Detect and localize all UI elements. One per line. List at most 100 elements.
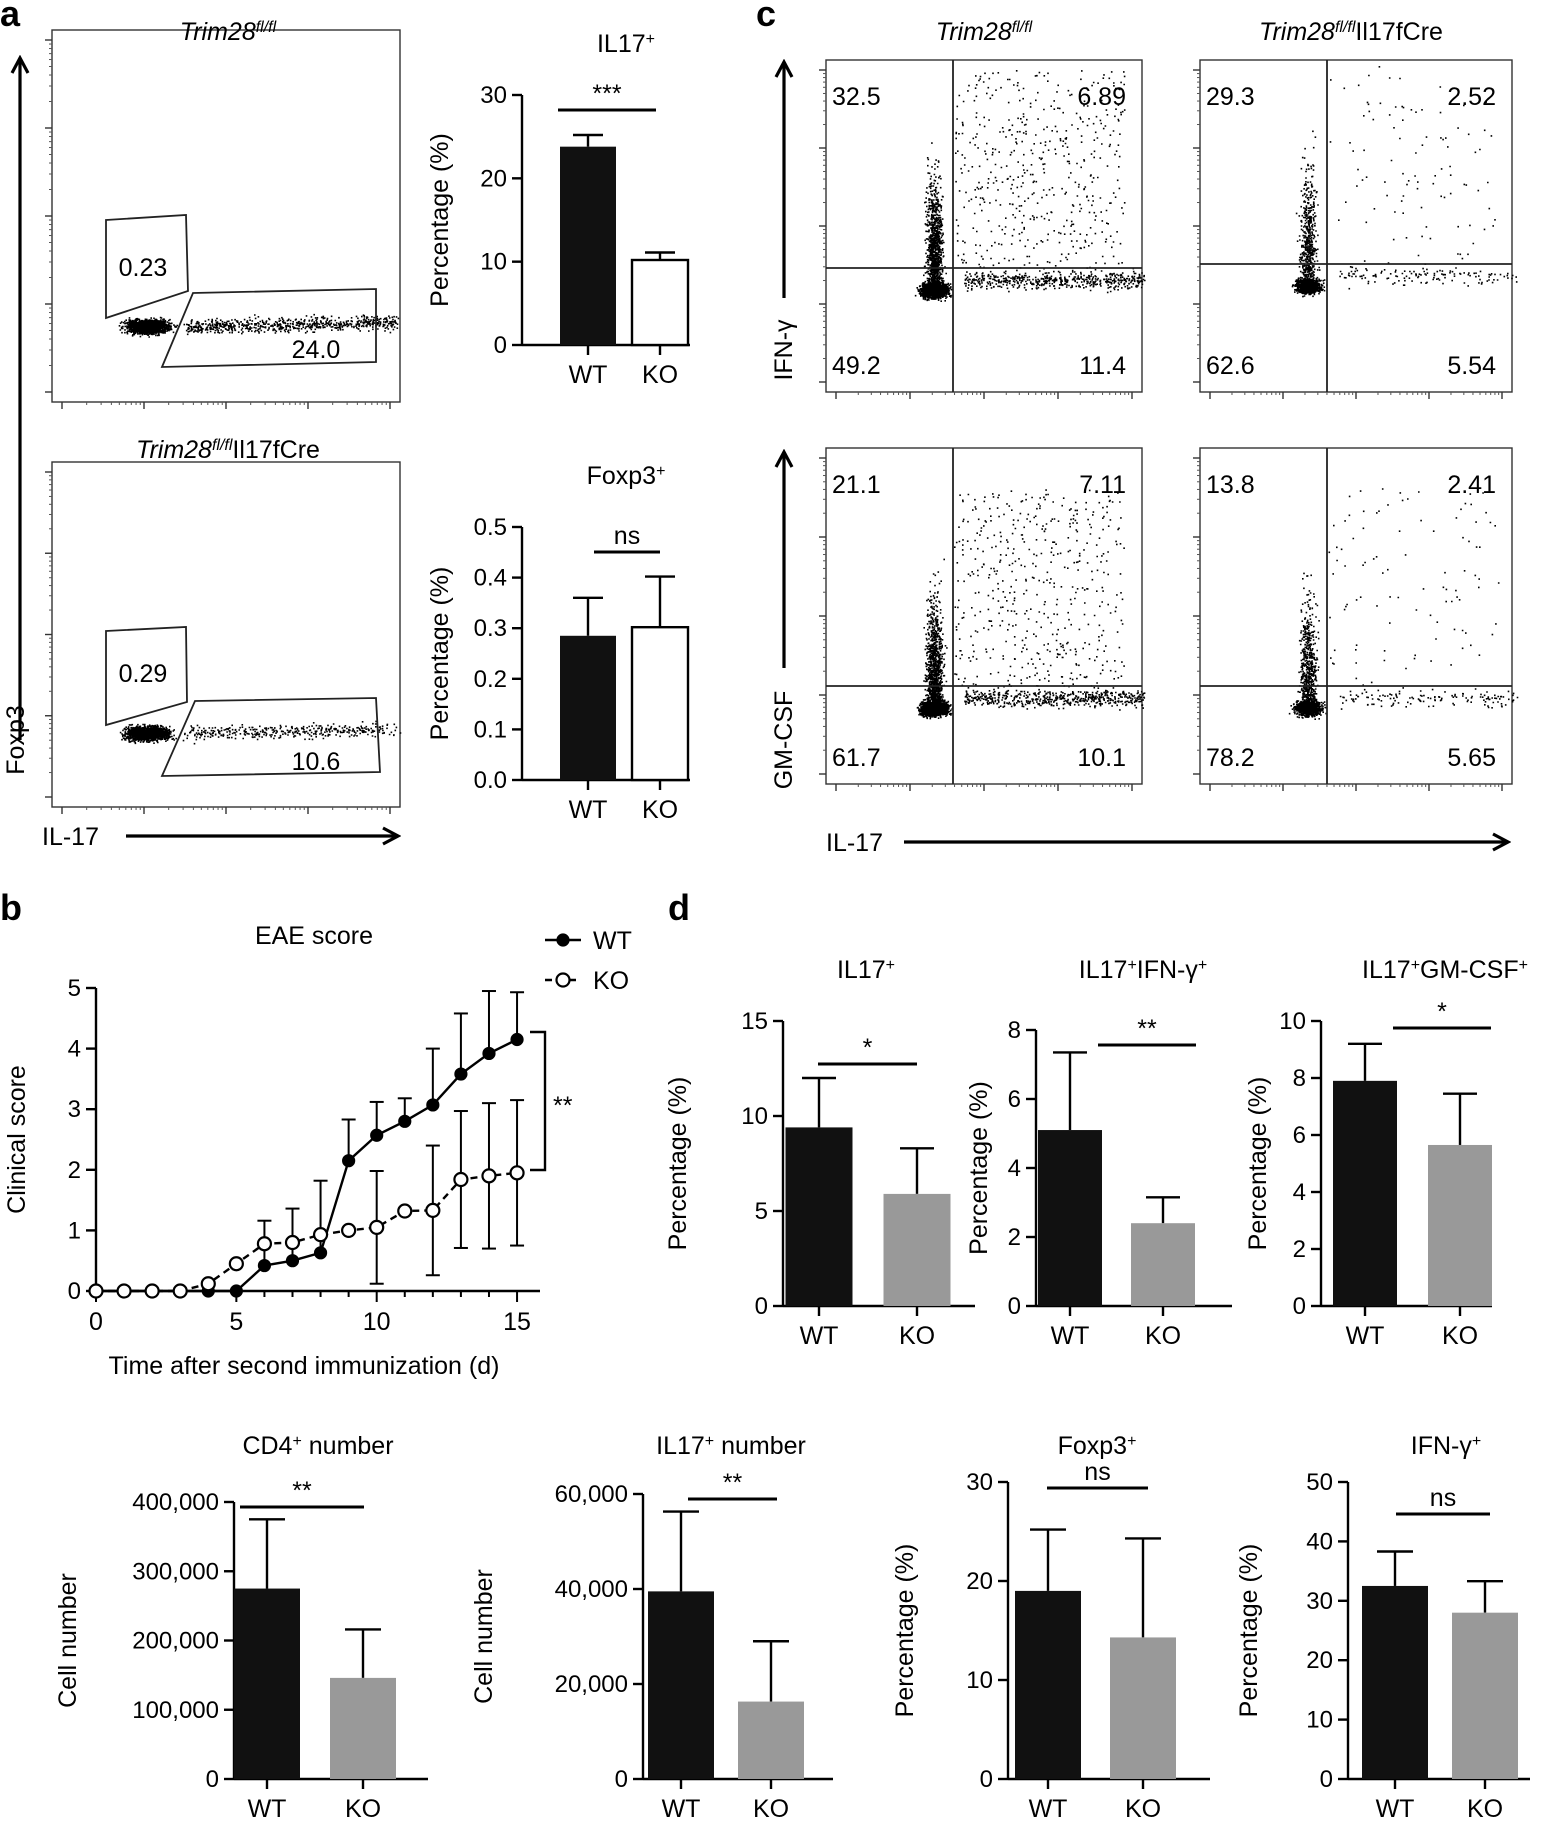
chart-title-sup: + [292,1433,301,1450]
data-point [116,1283,132,1299]
y-tick-label: 8 [1008,1017,1021,1044]
y-tick-label: 10 [966,1667,993,1694]
flow-title-c-2-sup: fl/fl [1335,19,1356,36]
x-tick-label: KO [1125,1795,1161,1822]
x-tick-label: KO [642,361,678,389]
y-tick-label: 5 [68,975,81,1002]
legend-label: WT [593,927,632,955]
chart-title: IFN-γ+ [1411,1432,1481,1460]
chart-title-main: IL17 [597,30,646,58]
y-axis-label: Percentage (%) [891,1544,919,1718]
y-axis-label-ifng: IFN-γ [770,319,798,381]
y-tick-label: 10 [741,1103,768,1130]
y-tick-label: 30 [480,82,507,109]
chart-title: IL17+ number [656,1432,806,1460]
series-line [96,1171,518,1293]
gate-il17 [160,288,377,368]
chart-title-main: IL17 [837,956,886,984]
chart-title-main: CD4 [242,1432,292,1460]
bar-ko [1452,1612,1518,1779]
flow-title-c-2-gene: Trim28 [1259,18,1335,46]
x-axis-label: Time after second immunization (d) [109,1352,500,1380]
axis-ticks [1193,457,1503,791]
y-tick-label: 4 [1008,1155,1021,1182]
chart-title-sup: + [656,463,665,480]
chart-d-il17gmcsf: 0 2 4 6 8 10 WT KO * Percentage (%) [1244,998,1492,1350]
data-point [482,1046,496,1061]
significance-label: ns [614,522,640,550]
legend: WT KO [545,927,632,995]
chart-title: Foxp3+ [1058,1432,1137,1460]
flow-title-a-1-gene: Trim28 [180,18,256,46]
chart-a-il17: 0 10 20 30 WT KO *** Percentage (%) IL17+ [426,30,690,389]
y-tick-label: 100,000 [132,1697,219,1724]
bar-ko [630,625,690,782]
y-tick-label: 10 [480,249,507,276]
data-point [398,1114,412,1128]
chart-title: Foxp3+ [587,462,666,490]
y-tick-label: 0.4 [474,565,507,592]
x-tick-label: WT [248,1795,287,1822]
x-tick-label: KO [753,1795,789,1822]
gate-foxp3 [105,214,189,320]
chart-title: IL17+ [837,956,895,984]
axis-ticks [819,69,1133,399]
y-tick-label: 0.1 [474,716,507,743]
significance-label: ** [723,1469,743,1497]
legend-marker [556,933,570,947]
quadrant-value: 49.2 [832,352,881,380]
flow-title-a-2-gene: Trim28 [136,436,212,464]
series-ko [88,1099,525,1299]
y-axis-label: Percentage (%) [1244,1077,1272,1251]
x-tick-label: WT [1346,1322,1385,1350]
y-tick-label: 30 [966,1469,993,1496]
y-tick-label: 0 [206,1766,219,1793]
y-tick-label: 30 [1306,1588,1333,1615]
event-dots [914,280,953,302]
data-point [172,1283,188,1299]
x-tick-label: 5 [229,1308,243,1336]
legend-label: KO [593,967,629,995]
event-dots [118,316,178,338]
chart-title-il17ifng: IL17+IFN-γ+ [1079,956,1207,984]
chart-d-il17: 0 5 10 15 WT KO * Percentage (%) IL17+ [664,956,975,1350]
x-tick-label: 15 [503,1308,531,1336]
y-tick-label: 8 [1293,1065,1306,1092]
flow-plot-a-1: 0.23 24.0 Trim28fl/fl [45,18,401,409]
x-tick-label: WT [569,361,608,389]
significance-label: ns [1084,1458,1110,1486]
event-dots [1297,572,1320,710]
plot-frame [1199,59,1513,393]
y-tick-label: 3 [68,1096,81,1123]
event-dots [119,723,177,745]
panel-label-b: b [0,887,22,928]
chart-d-il17num: 0 20,000 40,000 60,000 WT KO ** Cell number IL17… [470,1432,833,1822]
y-tick-label: 0.5 [474,514,507,541]
chart-title-sup: + [1127,1433,1136,1450]
y-tick-label: 60,000 [555,1481,628,1508]
gate-value-il17: 10.6 [292,748,341,776]
x-axis-label-il17-c: IL-17 [826,829,883,857]
event-dots [923,142,947,292]
quadrant-value: 2.41 [1447,471,1496,499]
chart-title-sup: + [646,31,655,48]
y-tick-label: 0 [1320,1766,1333,1793]
data-point [426,1098,440,1112]
flow-title-c-2: Trim28fl/flIl17fCre [1259,18,1443,46]
data-point [285,1254,300,1268]
y-tick-label: 0 [755,1293,768,1320]
bar-wt [560,146,616,345]
x-tick-label: KO [899,1322,935,1350]
x-tick-label: WT [662,1795,701,1822]
y-tick-label: 6 [1293,1122,1306,1149]
data-point [257,1258,272,1273]
chart-title-sup: + [705,1433,714,1450]
quadrant-value: 11.4 [1079,352,1126,380]
event-dots [923,558,948,710]
y-axis-label: Cell number [54,1573,82,1708]
bar-ko [1110,1637,1176,1779]
x-tick-label: WT [800,1322,839,1350]
y-axis-label: Percentage (%) [426,567,454,741]
quadrant-value: 62.6 [1206,352,1255,380]
